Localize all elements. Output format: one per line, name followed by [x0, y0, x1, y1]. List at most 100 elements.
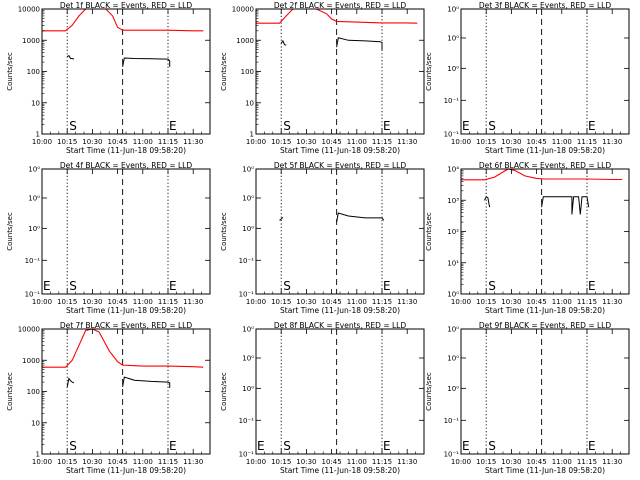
y-tick-label: 100 [241, 68, 254, 76]
x-tick-label: 10:30 [501, 298, 521, 306]
x-tick-label: 10:15 [57, 458, 77, 466]
panel-title: Det 5f BLACK = Events, RED = LLD [274, 161, 407, 170]
y-tick-label: 10⁻¹ [25, 291, 41, 299]
x-axis-label: Start Time (11-Jun-18 09:58:20) [485, 306, 605, 315]
x-tick-label: 11:15 [158, 458, 178, 466]
y-tick-label: 10⁻¹ [239, 451, 255, 459]
x-tick-label: 11:30 [183, 458, 203, 466]
y-tick-label: 10 [31, 99, 40, 107]
edge-marker-label: E [43, 279, 51, 293]
panel-title: Det 2f BLACK = Events, RED = LLD [274, 1, 407, 10]
end-marker-label: E [588, 439, 596, 453]
lld-series-line [461, 168, 623, 181]
y-tick-label: 10⁰ [242, 225, 254, 233]
x-tick-label: 11:30 [397, 138, 417, 146]
y-axis-label: Counts/sec [425, 52, 433, 91]
start-marker-label: S [488, 439, 496, 453]
x-tick-label: 11:30 [183, 298, 203, 306]
x-axis-label: Start Time (11-Jun-18 09:58:20) [280, 466, 400, 475]
x-tick-label: 10:45 [108, 458, 128, 466]
x-tick-label: 10:00 [32, 138, 52, 146]
y-tick-label: 10⁰ [242, 354, 254, 362]
x-tick-label: 11:00 [347, 298, 367, 306]
x-tick-label: 10:45 [527, 138, 547, 146]
x-tick-label: 11:30 [602, 138, 622, 146]
x-axis-label: Start Time (11-Jun-18 09:58:20) [485, 466, 605, 475]
y-tick-label: 100 [27, 388, 40, 396]
x-tick-label: 10:15 [476, 458, 496, 466]
panel-title: Det 4f BLACK = Events, RED = LLD [60, 161, 193, 170]
y-tick-label: 1 [36, 451, 40, 459]
end-marker-label: E [383, 279, 391, 293]
x-tick-label: 10:15 [476, 298, 496, 306]
y-tick-label: 10⁰ [242, 326, 254, 334]
panel-det-1: Det 1f BLACK = Events, RED = LLD S E 1 10 100… [6, 1, 211, 155]
events-series-line [280, 39, 287, 46]
x-tick-label: 10:00 [246, 458, 266, 466]
y-tick-label: 10⁰ [447, 6, 459, 14]
y-tick-label: 10⁰ [447, 34, 459, 42]
y-tick-label: 10⁴ [447, 166, 459, 174]
x-tick-label: 10:00 [451, 458, 471, 466]
x-tick-label: 11:15 [577, 458, 597, 466]
events-series-line [541, 196, 590, 215]
y-tick-label: 10⁻¹ [444, 131, 460, 139]
y-tick-label: 10⁰ [447, 326, 459, 334]
x-tick-label: 10:30 [82, 298, 102, 306]
y-tick-label: 10⁰ [242, 194, 254, 202]
x-tick-label: 11:15 [158, 298, 178, 306]
x-tick-label: 10:00 [246, 298, 266, 306]
x-tick-label: 11:15 [372, 458, 392, 466]
x-tick-label: 10:00 [32, 298, 52, 306]
panel-title: Det 3f BLACK = Events, RED = LLD [479, 1, 612, 10]
y-tick-label: 10⁰ [447, 65, 459, 73]
x-tick-label: 11:30 [602, 298, 622, 306]
y-tick-label: 10⁰ [242, 166, 254, 174]
start-marker-label: S [69, 279, 77, 293]
x-axis-label: Start Time (11-Jun-18 09:58:20) [280, 146, 400, 155]
x-tick-label: 11:30 [602, 458, 622, 466]
x-tick-label: 10:45 [527, 458, 547, 466]
panel-title: Det 9f BLACK = Events, RED = LLD [479, 321, 612, 330]
panel-title: Det 7f BLACK = Events, RED = LLD [60, 321, 193, 330]
panel-det-2: Det 2f BLACK = Events, RED = LLD S E 1 10 100… [220, 1, 425, 155]
x-tick-label: 10:30 [82, 458, 102, 466]
start-marker-label: S [488, 279, 496, 293]
x-tick-label: 10:15 [57, 138, 77, 146]
y-tick-label: 10⁻¹ [25, 257, 41, 265]
y-tick-label: 10⁻¹ [444, 451, 460, 459]
y-axis-label: Counts/sec [220, 372, 228, 411]
x-tick-label: 10:15 [476, 138, 496, 146]
x-tick-label: 10:00 [451, 298, 471, 306]
x-tick-label: 10:45 [527, 298, 547, 306]
x-tick-label: 11:15 [158, 138, 178, 146]
y-tick-label: 1 [36, 131, 40, 139]
panel-title: Det 6f BLACK = Events, RED = LLD [479, 161, 612, 170]
y-tick-label: 1000 [22, 37, 40, 45]
y-tick-label: 10000 [18, 326, 40, 334]
end-marker-label: E [169, 279, 177, 293]
start-marker-label: S [283, 439, 291, 453]
x-tick-label: 11:00 [552, 458, 572, 466]
start-marker-label: S [488, 119, 496, 133]
x-tick-label: 11:00 [133, 298, 153, 306]
y-tick-label: 10⁰ [447, 354, 459, 362]
start-marker-label: S [283, 279, 291, 293]
panel-det-6: Det 6f BLACK = Events, RED = LLD S E 10⁰ 10¹… [425, 161, 630, 315]
start-marker-label: S [69, 439, 77, 453]
y-axis-label: Counts/sec [6, 52, 14, 91]
x-tick-label: 11:00 [133, 138, 153, 146]
y-tick-label: 10¹ [447, 259, 459, 267]
x-axis-label: Start Time (11-Jun-18 09:58:20) [66, 466, 186, 475]
y-axis-label: Counts/sec [220, 52, 228, 91]
y-axis-label: Counts/sec [425, 212, 433, 251]
x-tick-label: 10:30 [296, 458, 316, 466]
x-tick-label: 11:00 [347, 458, 367, 466]
lld-series-line [42, 328, 204, 368]
y-tick-label: 10⁰ [242, 385, 254, 393]
x-tick-label: 10:15 [271, 298, 291, 306]
x-tick-label: 10:45 [322, 458, 342, 466]
